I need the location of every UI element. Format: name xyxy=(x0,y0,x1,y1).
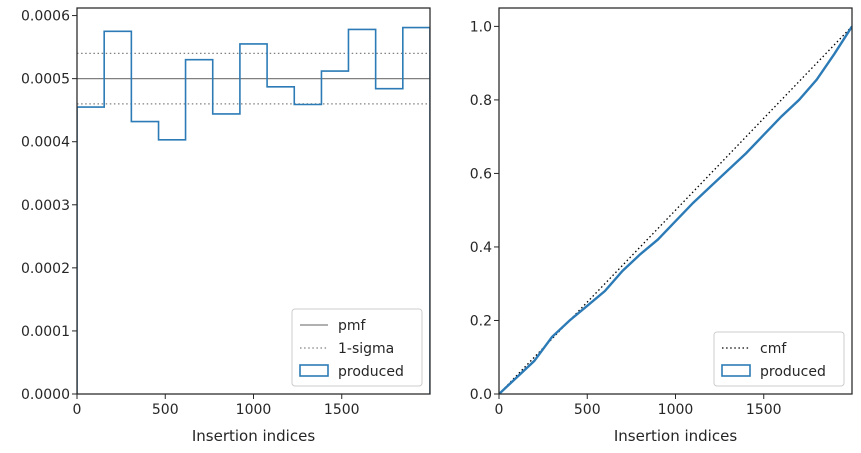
legend-swatch xyxy=(299,364,329,377)
legend-label: 1-sigma xyxy=(338,341,394,357)
y-tick-label: 0.2 xyxy=(470,313,492,329)
produced-histogram xyxy=(77,26,430,394)
x-tick-label: 500 xyxy=(574,402,601,418)
y-tick-label: 0.6 xyxy=(470,166,492,182)
y-tick-label: 1.0 xyxy=(470,19,492,35)
x-tick-label: 1500 xyxy=(746,402,782,418)
y-tick-label: 0.0001 xyxy=(21,324,70,340)
legend-box xyxy=(291,308,423,387)
legend-swatch xyxy=(721,364,751,377)
y-tick-label: 0.4 xyxy=(470,240,492,256)
x-tick-label: 1500 xyxy=(324,402,360,418)
plot-area xyxy=(499,25,852,394)
x-tick-label: 1000 xyxy=(658,402,694,418)
legend: cmf produced xyxy=(713,331,845,387)
x-tick-label: 0 xyxy=(73,402,82,418)
x-axis-label: Insertion indices xyxy=(192,427,315,445)
legend-label: pmf xyxy=(338,318,367,334)
y-tick-label: 0.8 xyxy=(470,93,492,109)
y-tick-label: 0.0005 xyxy=(21,72,70,88)
axes-frame xyxy=(498,7,853,395)
legend: pmf 1-sigma produced xyxy=(291,308,423,387)
y-tick-label: 0.0003 xyxy=(21,198,70,214)
legend-box xyxy=(713,331,845,387)
legend-label: cmf xyxy=(760,341,787,357)
x-tick-label: 0 xyxy=(495,402,504,418)
pmf-panel: 0 500 1000 1500 0.0000 0.0001 0.0002 0.0003 0.00… xyxy=(21,7,431,445)
axes-frame xyxy=(76,7,431,395)
x-tick-label: 1000 xyxy=(236,402,272,418)
y-tick-label: 0.0004 xyxy=(21,135,70,151)
y-tick-label: 0.0006 xyxy=(21,9,70,25)
legend-label: produced xyxy=(338,364,404,380)
x-tick-label: 500 xyxy=(152,402,179,418)
plot-area xyxy=(77,26,430,394)
x-axis-label: Insertion indices xyxy=(614,427,737,445)
cmf-line xyxy=(499,25,852,394)
y-tick-label: 0.0000 xyxy=(21,387,70,403)
y-tick-label: 0.0002 xyxy=(21,261,70,277)
cmf-panel: 0 500 1000 1500 0.0 0.2 0.4 0.6 0.8 1.0 Insertion … xyxy=(470,7,853,445)
legend-label: produced xyxy=(760,364,826,380)
produced-cdf-line xyxy=(499,25,852,394)
y-tick-label: 0.0 xyxy=(470,387,492,403)
